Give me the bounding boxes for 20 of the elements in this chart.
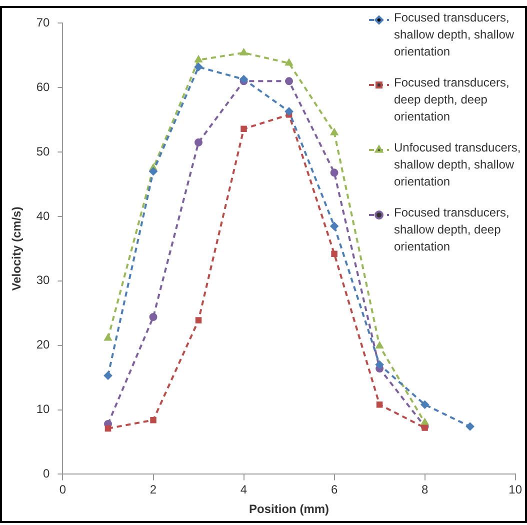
legend-label: Focused transducers, deep depth, deep orientation: [394, 75, 510, 124]
y-axis-title: Velocity (cm/s): [10, 206, 24, 291]
y-tick-label: 70: [36, 16, 50, 30]
legend-label: Focused transducers, shallow depth, shallow orientation: [394, 10, 514, 58]
x-tick-label: 10: [508, 482, 522, 497]
y-tick-label: 30: [36, 273, 50, 288]
y-tick-label: 40: [36, 208, 50, 223]
x-tick-label: 8: [421, 482, 428, 497]
x-tick-label: 4: [240, 482, 248, 497]
x-tick-label: 2: [150, 482, 157, 497]
y-tick-label: 0: [43, 466, 50, 481]
y-tick-label: 60: [36, 80, 50, 94]
y-tick-label: 50: [36, 144, 50, 158]
legend-label: Focused transducers, shallow depth, deep orientation: [394, 205, 510, 254]
x-axis-title: Position (mm): [249, 502, 330, 516]
legend-label: Unfocused transducers, shallow depth, shallow orientation: [394, 140, 521, 188]
x-tick-label: 0: [59, 482, 66, 497]
y-tick-label: 20: [36, 338, 50, 352]
y-tick-label: 10: [36, 402, 50, 416]
x-tick-label: 6: [330, 482, 338, 497]
